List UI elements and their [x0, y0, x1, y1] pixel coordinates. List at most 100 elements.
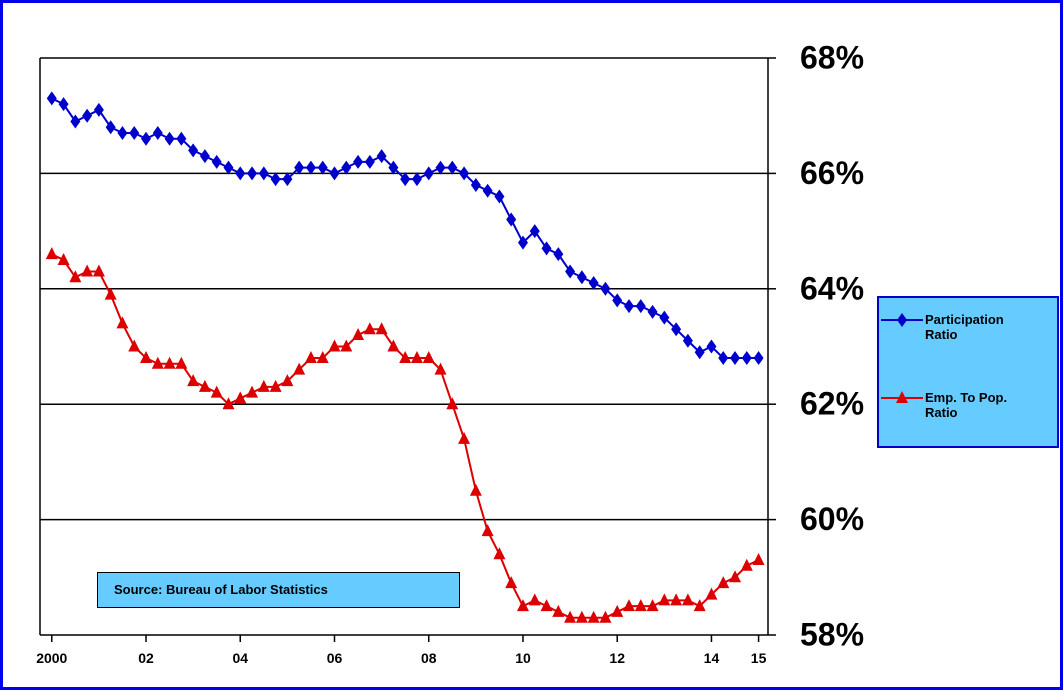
data-point — [423, 166, 434, 181]
data-point — [317, 160, 328, 175]
legend-label: Emp. To Pop. Ratio — [925, 390, 1008, 420]
data-point — [246, 385, 259, 398]
data-point — [693, 599, 706, 612]
y-tick-label: 62% — [800, 386, 864, 422]
data-point — [270, 172, 281, 187]
data-point — [92, 264, 105, 277]
data-point — [104, 287, 117, 300]
data-point — [223, 160, 234, 175]
data-point — [482, 183, 493, 198]
data-point — [376, 149, 387, 164]
data-point — [588, 276, 599, 291]
data-point — [671, 322, 682, 337]
data-point — [741, 351, 752, 366]
x-tick-label: 10 — [515, 650, 531, 666]
data-point — [529, 224, 540, 239]
data-point — [752, 552, 765, 565]
data-point — [647, 304, 658, 319]
data-point — [116, 316, 129, 329]
data-point — [494, 189, 505, 204]
x-tick-label: 15 — [751, 650, 767, 666]
data-point — [129, 126, 140, 141]
x-tick-label: 04 — [232, 650, 248, 666]
data-point — [352, 327, 365, 340]
data-point — [45, 247, 58, 260]
data-point — [258, 166, 269, 181]
data-point — [564, 610, 577, 623]
data-point — [729, 570, 742, 583]
data-point — [528, 593, 541, 606]
data-point — [282, 172, 293, 187]
data-point — [493, 547, 506, 560]
data-point — [105, 120, 116, 135]
data-point — [540, 599, 553, 612]
x-tick-label: 14 — [704, 650, 720, 666]
data-point — [576, 270, 587, 285]
data-point — [694, 345, 705, 360]
data-point — [682, 333, 693, 348]
data-point — [57, 252, 70, 265]
data-point — [400, 172, 411, 187]
data-point — [753, 351, 764, 366]
data-point — [422, 351, 435, 364]
data-point — [46, 91, 57, 106]
data-point — [705, 587, 718, 600]
data-point — [411, 172, 422, 187]
data-point — [70, 114, 81, 129]
data-point — [164, 131, 175, 146]
data-point — [470, 177, 481, 192]
data-point — [341, 160, 352, 175]
data-point — [646, 599, 659, 612]
data-point — [140, 351, 153, 364]
data-point — [622, 599, 635, 612]
data-point — [305, 160, 316, 175]
y-tick-label: 64% — [800, 270, 864, 306]
data-point — [506, 212, 517, 227]
data-point — [222, 397, 235, 410]
data-point — [587, 610, 600, 623]
x-tick-label: 08 — [421, 650, 437, 666]
data-point — [175, 356, 188, 369]
data-point — [897, 313, 907, 327]
data-point — [304, 351, 317, 364]
data-point — [600, 281, 611, 296]
data-point — [553, 247, 564, 262]
data-point — [681, 593, 694, 606]
data-point — [410, 351, 423, 364]
legend-label: Participation Ratio — [925, 312, 1004, 342]
legend: Participation Ratio Emp. To Pop. Ratio — [877, 296, 1059, 448]
data-point — [670, 593, 683, 606]
data-point — [387, 339, 400, 352]
data-point — [152, 126, 163, 141]
data-point — [505, 576, 518, 589]
data-point — [446, 397, 459, 410]
data-point — [128, 339, 141, 352]
data-point — [706, 339, 717, 354]
annotation: Source: Bureau of Labor Statistics — [97, 572, 460, 608]
data-point — [187, 374, 200, 387]
x-tick-label: 06 — [327, 650, 343, 666]
data-point — [69, 270, 82, 283]
data-point — [210, 385, 223, 398]
data-point — [634, 599, 647, 612]
data-point — [517, 235, 528, 250]
data-point — [458, 431, 471, 444]
data-point — [599, 610, 612, 623]
data-point — [459, 166, 470, 181]
data-point — [151, 356, 164, 369]
data-point — [257, 379, 270, 392]
data-point — [329, 166, 340, 181]
data-point — [316, 351, 329, 364]
data-point — [435, 160, 446, 175]
data-point — [93, 102, 104, 117]
data-point — [353, 154, 364, 169]
data-point — [340, 339, 353, 352]
data-point — [199, 149, 210, 164]
data-point — [211, 154, 222, 169]
data-point — [363, 322, 376, 335]
data-point — [659, 310, 670, 325]
legend-swatch — [881, 391, 923, 403]
data-point — [58, 97, 69, 112]
